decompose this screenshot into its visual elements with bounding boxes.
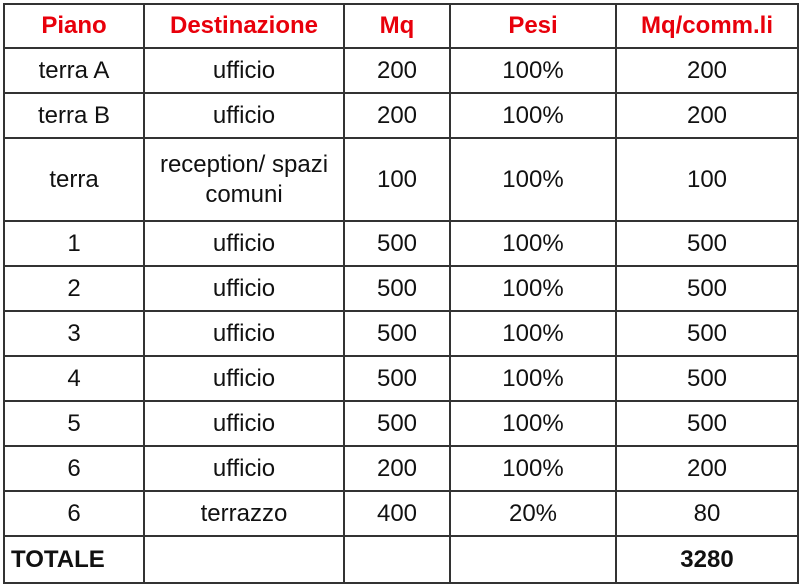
- cell-mq: 500: [343, 265, 451, 312]
- table-row: 3 ufficio 500 100% 500: [3, 310, 799, 357]
- cell-pesi: 100%: [449, 310, 617, 357]
- cell-mq-commerciali: 500: [615, 400, 799, 447]
- table-row: terra reception/ spazi comuni 100 100% 100: [3, 137, 799, 222]
- cell-pesi: 100%: [449, 265, 617, 312]
- table-row: 6 ufficio 200 100% 200: [3, 445, 799, 492]
- cell-mq-commerciali: 500: [615, 310, 799, 357]
- cell-mq-commerciali: 100: [615, 137, 799, 222]
- cell-mq: 500: [343, 355, 451, 402]
- cell-piano: 3: [3, 310, 145, 357]
- table-row: 2 ufficio 500 100% 500: [3, 265, 799, 312]
- cell-piano: 6: [3, 490, 145, 537]
- cell-piano: terra A: [3, 47, 145, 94]
- total-label: TOTALE: [3, 535, 145, 584]
- cell-mq-commerciali: 500: [615, 265, 799, 312]
- cell-piano: 6: [3, 445, 145, 492]
- cell-mq: 400: [343, 490, 451, 537]
- cell-destinazione: ufficio: [143, 265, 345, 312]
- table-row: 4 ufficio 500 100% 500: [3, 355, 799, 402]
- cell-destinazione: ufficio: [143, 445, 345, 492]
- empty-cell: [143, 535, 345, 584]
- cell-pesi: 100%: [449, 355, 617, 402]
- cell-destinazione: ufficio: [143, 400, 345, 447]
- cell-mq: 100: [343, 137, 451, 222]
- cell-pesi: 100%: [449, 400, 617, 447]
- header-destinazione: Destinazione: [143, 3, 345, 49]
- cell-mq-commerciali: 200: [615, 47, 799, 94]
- cell-mq-commerciali: 500: [615, 355, 799, 402]
- header-row: Piano Destinazione Mq Pesi Mq/comm.li: [3, 3, 799, 49]
- surface-table: Piano Destinazione Mq Pesi Mq/comm.li te…: [3, 3, 799, 584]
- cell-mq-commerciali: 200: [615, 445, 799, 492]
- cell-pesi: 100%: [449, 92, 617, 139]
- cell-destinazione: ufficio: [143, 310, 345, 357]
- cell-destinazione: terrazzo: [143, 490, 345, 537]
- header-pesi: Pesi: [449, 3, 617, 49]
- cell-mq: 500: [343, 310, 451, 357]
- cell-destinazione: ufficio: [143, 220, 345, 267]
- empty-cell: [343, 535, 451, 584]
- table-row: 5 ufficio 500 100% 500: [3, 400, 799, 447]
- cell-pesi: 100%: [449, 137, 617, 222]
- cell-mq: 200: [343, 445, 451, 492]
- cell-mq: 500: [343, 400, 451, 447]
- total-value: 3280: [615, 535, 799, 584]
- cell-mq-commerciali: 80: [615, 490, 799, 537]
- cell-destinazione: ufficio: [143, 47, 345, 94]
- cell-piano: 5: [3, 400, 145, 447]
- cell-mq-commerciali: 500: [615, 220, 799, 267]
- cell-pesi: 100%: [449, 220, 617, 267]
- cell-pesi: 20%: [449, 490, 617, 537]
- cell-piano: 1: [3, 220, 145, 267]
- cell-piano: 2: [3, 265, 145, 312]
- table-row: 1 ufficio 500 100% 500: [3, 220, 799, 267]
- header-mq-commerciali: Mq/comm.li: [615, 3, 799, 49]
- cell-mq: 200: [343, 47, 451, 94]
- empty-cell: [449, 535, 617, 584]
- cell-pesi: 100%: [449, 445, 617, 492]
- cell-destinazione: ufficio: [143, 355, 345, 402]
- cell-mq-commerciali: 200: [615, 92, 799, 139]
- cell-piano: terra B: [3, 92, 145, 139]
- total-row: TOTALE 3280: [3, 535, 799, 584]
- cell-piano: terra: [3, 137, 145, 222]
- cell-mq: 500: [343, 220, 451, 267]
- cell-piano: 4: [3, 355, 145, 402]
- cell-destinazione: reception/ spazi comuni: [143, 137, 345, 222]
- header-mq: Mq: [343, 3, 451, 49]
- cell-destinazione: ufficio: [143, 92, 345, 139]
- header-piano: Piano: [3, 3, 145, 49]
- table-row: 6 terrazzo 400 20% 80: [3, 490, 799, 537]
- cell-pesi: 100%: [449, 47, 617, 94]
- cell-mq: 200: [343, 92, 451, 139]
